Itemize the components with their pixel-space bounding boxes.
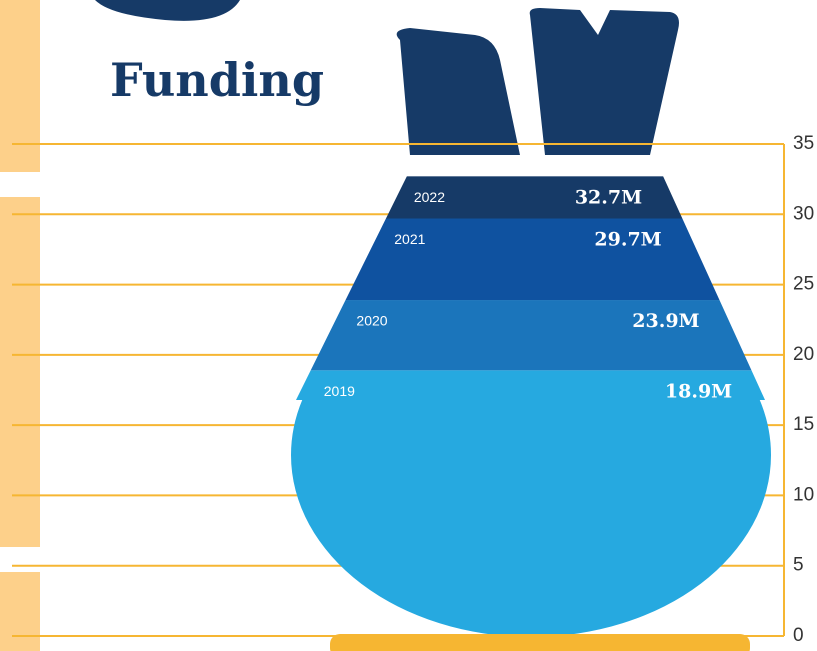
value-label: 18.9M [665, 380, 732, 402]
y-tick-label: 25 [793, 274, 814, 295]
y-tick-label: 5 [793, 555, 804, 576]
y-tick-label: 10 [793, 484, 814, 505]
value-label: 32.7M [575, 186, 642, 208]
y-tick-label: 35 [793, 133, 814, 154]
year-label: 2020 [356, 313, 387, 329]
fill-band [291, 218, 771, 301]
value-label: 23.9M [632, 310, 699, 332]
year-label: 2019 [324, 383, 355, 399]
y-tick-label: 30 [793, 203, 814, 224]
value-label: 29.7M [594, 229, 661, 251]
chart-title: Funding [110, 53, 324, 107]
decoration [0, 0, 679, 651]
y-tick-label: 15 [793, 414, 814, 435]
y-tick-label: 0 [793, 625, 804, 646]
fill-band [291, 370, 771, 636]
bag-base [330, 634, 750, 651]
fill-band [291, 300, 771, 371]
fill-band [291, 176, 771, 219]
year-label: 2022 [414, 189, 445, 205]
y-tick-label: 20 [793, 344, 814, 365]
year-label: 2021 [394, 231, 425, 247]
